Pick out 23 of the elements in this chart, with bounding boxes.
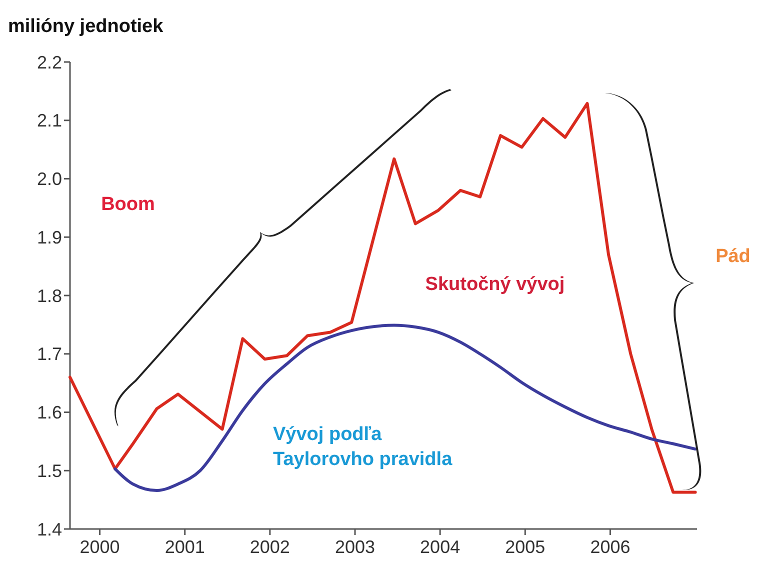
x-tick-label: 2002 [250,537,290,557]
x-tick-label: 2006 [590,537,630,557]
y-tick-label: 2.0 [36,169,62,190]
text: Skutočný vývoj [425,274,565,295]
line-series [114,324,697,492]
y-tick-label: 1.4 [36,519,62,540]
x-tick-label: 2004 [420,537,460,557]
x-tick-label: 2005 [505,537,546,557]
y-tick-label: 1.5 [36,460,62,481]
y-tick-label: 2.2 [36,52,62,72]
x-tick-label: 2000 [80,537,120,557]
y-tick-label: 2.1 [36,110,62,131]
line-series [68,102,697,494]
series-label: Vývoj podľa Taylorovho pravidla [273,424,453,470]
y-tick-label: 1.8 [36,286,62,306]
x-tick-label: 2001 [164,537,205,557]
y-axis-title: milióny jednotiek [8,16,164,37]
y-tick-label: 1.7 [36,344,62,364]
y-tick-label: 1.9 [36,227,62,248]
x-tick-label: 2003 [334,537,376,557]
text: Pád [716,246,750,267]
annotation: Boom [101,194,155,215]
y-tick-label: 1.6 [36,402,62,423]
